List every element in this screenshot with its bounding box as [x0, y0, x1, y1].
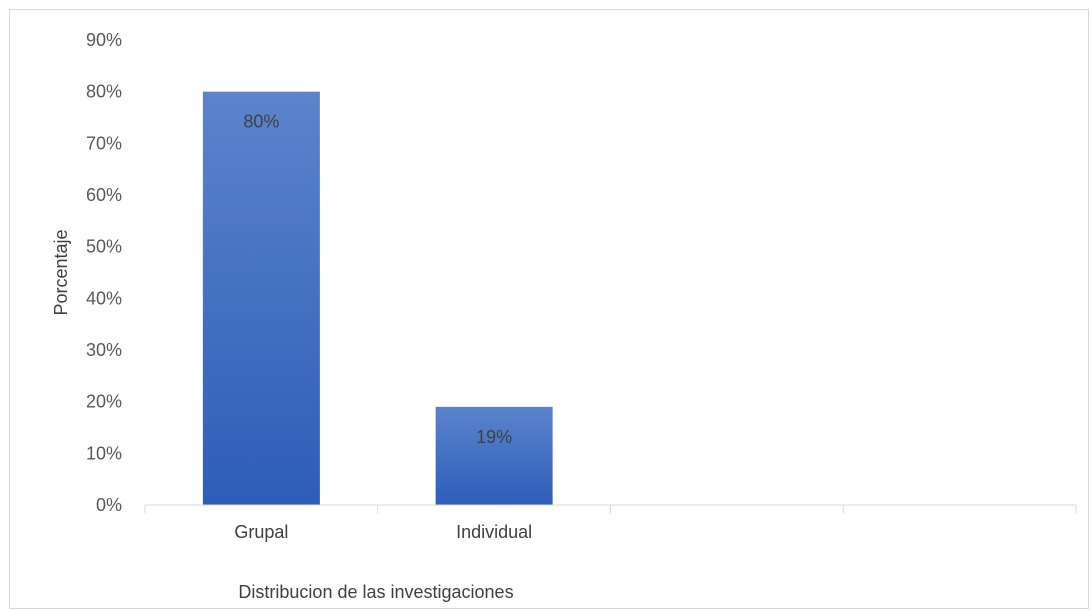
bar-data-label: 19% — [476, 427, 512, 447]
y-tick-label: 40% — [86, 288, 122, 308]
x-category-label: Individual — [456, 522, 532, 542]
chart-frame: 0% 10% 20% 30% 40% 50% 60% 70% 80% 90% 80% 19% Gru… — [9, 9, 1089, 609]
bar — [202, 91, 320, 506]
x-category-label: Grupal — [234, 522, 288, 542]
y-axis-ticks: 0% 10% 20% 30% 40% 50% 60% 70% 80% 90% — [86, 30, 122, 515]
y-tick-label: 50% — [86, 237, 122, 257]
bar — [435, 406, 553, 505]
y-tick-label: 70% — [86, 133, 122, 153]
x-axis-categories: Grupal Individual — [234, 522, 532, 542]
y-tick-label: 80% — [86, 82, 122, 102]
y-axis-title: Porcentaje — [51, 229, 71, 315]
y-tick-label: 30% — [86, 340, 122, 360]
bar-data-label: 80% — [243, 112, 279, 132]
bars: 80% 19% — [202, 91, 553, 506]
y-tick-label: 10% — [86, 443, 122, 463]
y-tick-label: 0% — [96, 495, 122, 515]
y-tick-label: 20% — [86, 392, 122, 412]
bar-chart: 0% 10% 20% 30% 40% 50% 60% 70% 80% 90% 80% 19% Gru… — [51, 30, 1077, 602]
x-axis-title: Distribucion de las investigaciones — [238, 582, 513, 602]
y-tick-label: 90% — [86, 30, 122, 50]
x-axis — [144, 504, 1077, 513]
y-tick-label: 60% — [86, 185, 122, 205]
